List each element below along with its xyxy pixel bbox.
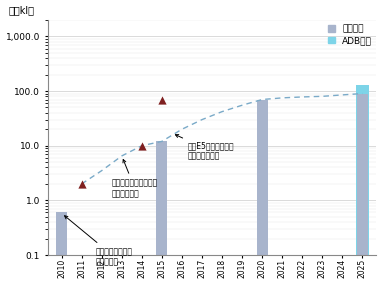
Legend: 政府目標, ADB予想: 政府目標, ADB予想	[328, 24, 372, 45]
Point	[159, 97, 165, 102]
Point	[139, 143, 145, 148]
Bar	[156, 141, 167, 284]
Text: （万kl）: （万kl）	[8, 5, 34, 15]
Text: ペトロベトナムによる
国内需要予測: ペトロベトナムによる 国内需要予測	[112, 160, 158, 198]
Bar	[356, 85, 369, 284]
Bar	[357, 93, 368, 284]
Text: 全国E5利用義務化が
達成された場合: 全国E5利用義務化が 達成された場合	[175, 135, 235, 161]
Bar	[357, 93, 368, 284]
Text: ペトロベトナムの
国内販売量: ペトロベトナムの 国内販売量	[65, 216, 133, 266]
Bar	[257, 99, 268, 284]
Point	[79, 182, 85, 186]
Bar	[56, 212, 67, 284]
